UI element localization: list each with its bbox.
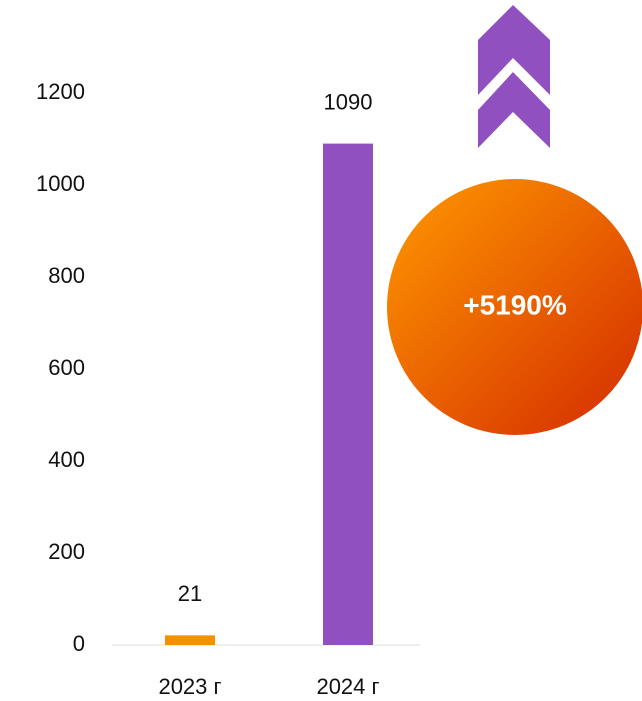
x-tick-label: 2024 г [316,674,379,699]
y-tick-label: 1000 [36,171,85,196]
growth-badge [387,179,642,435]
y-tick-label: 200 [48,539,85,564]
growth-label: +5190% [463,289,567,320]
x-tick-label: 2023 г [158,674,221,699]
value-label: 1090 [324,89,373,114]
y-tick-label: 0 [73,631,85,656]
bar [165,635,215,645]
y-tick-label: 400 [48,447,85,472]
arrow-chevron [478,5,550,95]
y-tick-label: 600 [48,355,85,380]
bar [323,143,373,645]
y-tick-label: 1200 [36,79,85,104]
arrow-chevron [478,72,550,148]
value-label: 21 [178,581,202,606]
y-tick-label: 800 [48,263,85,288]
